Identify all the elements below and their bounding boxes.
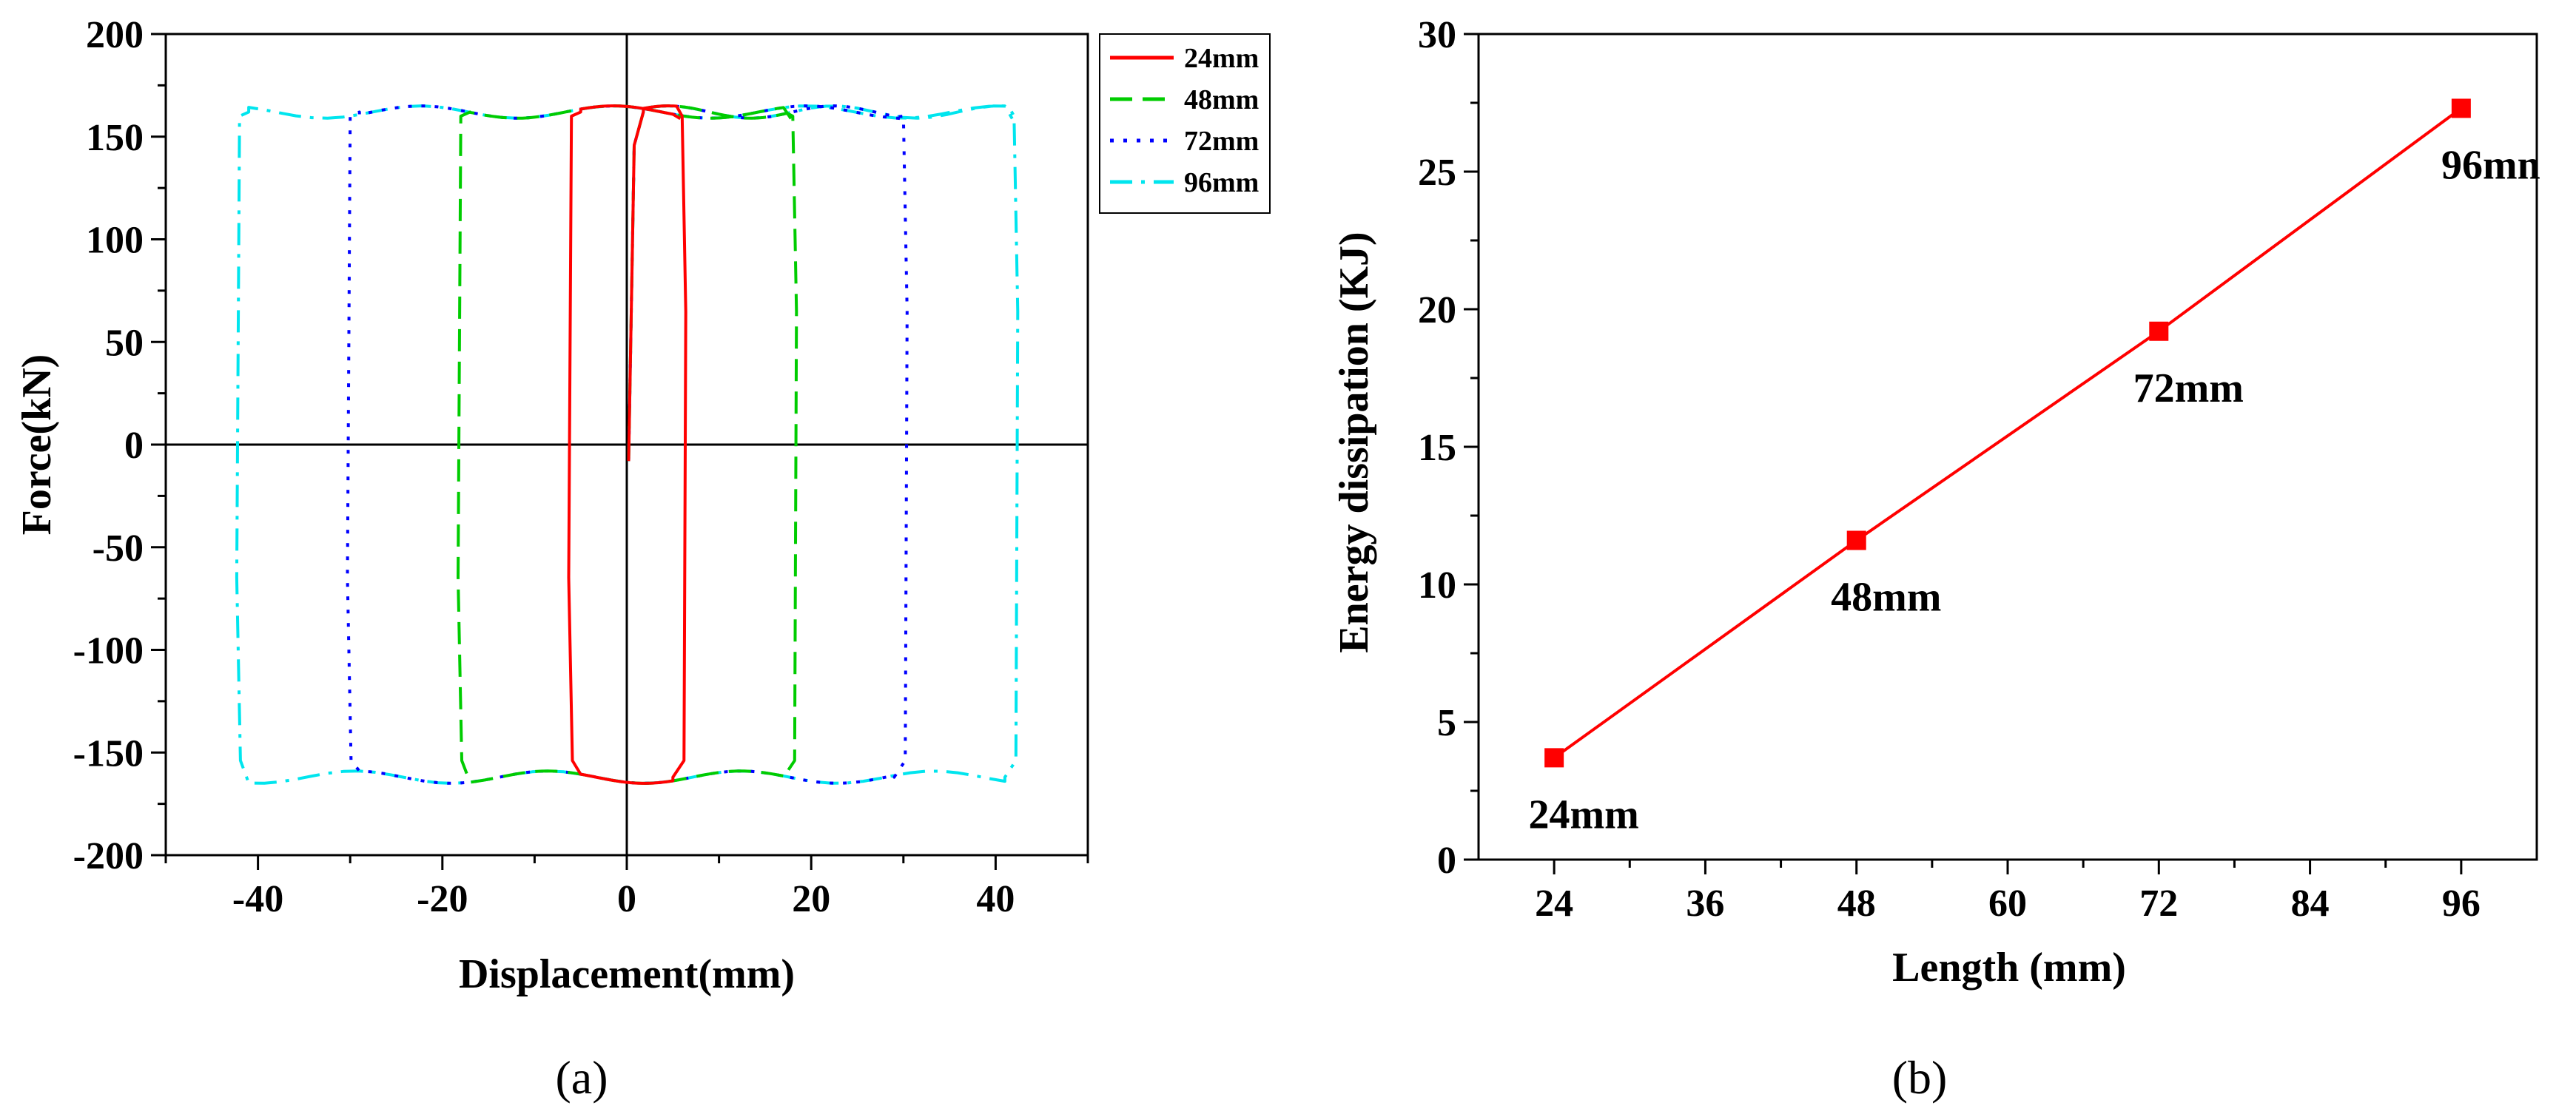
panel-a-zero-axes: [166, 34, 1088, 855]
legend-label: 96mm: [1184, 167, 1259, 198]
y-tick-label: 5: [1437, 702, 1456, 744]
energy-point: [1544, 748, 1564, 768]
y-tick-label: 50: [105, 322, 144, 364]
x-tick-label: -20: [417, 878, 468, 920]
y-tick-label: 20: [1418, 289, 1456, 331]
legend-label: 24mm: [1184, 43, 1259, 74]
hysteresis-loop-24mm: [567, 104, 687, 785]
x-tick-label: 96: [2442, 883, 2481, 925]
panel-a-caption: (a): [555, 1051, 608, 1104]
panel-b-series: [1544, 98, 2471, 768]
panel-b-ticks: 24 36 48 60 72 84 96 0 5 10 15 20 25 30: [1418, 14, 2481, 925]
energy-line: [1553, 107, 2463, 760]
y-tick-label: 0: [124, 425, 144, 467]
panel-b-point-labels: 24mm 48mm 72mm 96mn: [1528, 142, 2540, 837]
x-tick-label: 84: [2291, 883, 2330, 925]
panel-b-plot-frame: [1477, 33, 2538, 861]
panel-b-ylabel: Energy dissipation (KJ): [1331, 232, 1377, 652]
y-tick-label: -50: [93, 527, 144, 570]
y-tick-label: 25: [1418, 152, 1456, 194]
x-tick-label: -40: [232, 878, 283, 920]
y-tick-label: 200: [86, 14, 144, 56]
panel-a-legend: 24mm 48mm 72mm 96mm: [1099, 33, 1271, 214]
panel-a-xlabel: Displacement(mm): [459, 951, 795, 997]
point-label: 48mm: [1831, 574, 1941, 620]
point-label: 24mm: [1528, 792, 1638, 837]
hysteresis-loop-48mm: [457, 104, 798, 785]
panel-b-energy-chart: 24 36 48 60 72 84 96 0 5 10 15 20 25 30 24mm 48mm 72mm 9…: [1331, 14, 2540, 1104]
point-label: 72mm: [2133, 365, 2244, 411]
y-tick-label: 15: [1418, 427, 1456, 469]
x-tick-label: 20: [792, 878, 830, 920]
energy-point: [1846, 530, 1866, 550]
x-tick-label: 60: [1988, 883, 2027, 925]
x-tick-label: 48: [1837, 883, 1876, 925]
panel-a-series: [235, 104, 1020, 785]
energy-point: [2149, 321, 2169, 341]
y-tick-label: 30: [1418, 14, 1456, 56]
point-label: 96mn: [2441, 142, 2540, 188]
hysteresis-loop-72mm: [346, 104, 909, 785]
y-tick-label: 100: [86, 220, 144, 262]
y-tick-label: 150: [86, 117, 144, 159]
panel-b-xlabel: Length (mm): [1892, 945, 2126, 991]
panel-a-ylabel: Force(kN): [14, 354, 60, 536]
y-tick-label: 0: [1437, 840, 1456, 882]
x-tick-label: 72: [2139, 883, 2178, 925]
legend-label: 72mm: [1184, 126, 1259, 157]
x-tick-label: 40: [976, 878, 1015, 920]
x-tick-label: 0: [617, 878, 636, 920]
y-tick-label: -100: [73, 630, 144, 672]
x-tick-label: 24: [1535, 883, 1573, 925]
legend-label: 48mm: [1184, 84, 1259, 115]
y-tick-label: -150: [73, 732, 144, 775]
y-tick-label: -200: [73, 835, 144, 877]
y-tick-label: 10: [1418, 564, 1456, 607]
panel-b-caption: (b): [1892, 1051, 1948, 1104]
x-tick-label: 36: [1686, 883, 1724, 925]
energy-point: [2451, 98, 2471, 118]
